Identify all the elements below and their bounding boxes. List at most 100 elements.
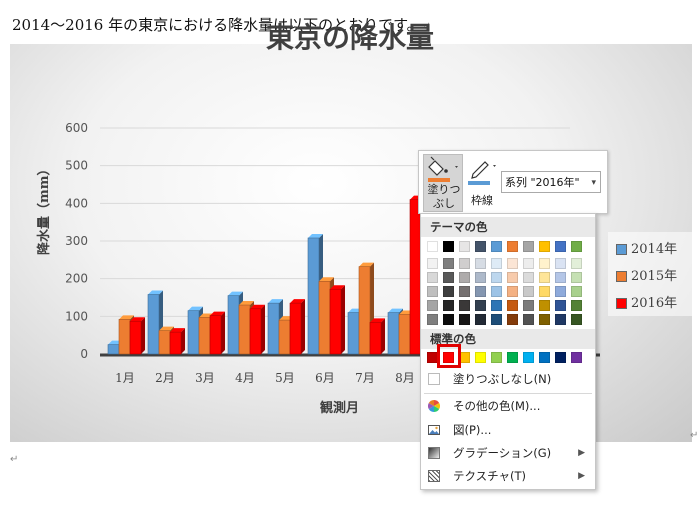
theme-color-swatch[interactable] xyxy=(427,314,438,325)
legend-label-2015: 2015年 xyxy=(631,269,678,284)
theme-color-swatch[interactable] xyxy=(443,300,454,311)
theme-color-swatch[interactable] xyxy=(555,258,566,269)
theme-color-swatch[interactable] xyxy=(475,286,486,297)
theme-color-swatch[interactable] xyxy=(427,241,438,252)
theme-color-swatch[interactable] xyxy=(427,286,438,297)
theme-color-swatch[interactable] xyxy=(443,286,454,297)
more-colors-label: その他の色(M)... xyxy=(453,399,541,413)
theme-color-swatch[interactable] xyxy=(523,300,534,311)
standard-color-swatch[interactable] xyxy=(475,352,486,363)
theme-color-swatch[interactable] xyxy=(459,300,470,311)
standard-color-swatch[interactable] xyxy=(523,352,534,363)
theme-color-swatch[interactable] xyxy=(475,272,486,283)
theme-color-swatch[interactable] xyxy=(507,258,518,269)
theme-color-swatch[interactable] xyxy=(459,286,470,297)
theme-color-swatch[interactable] xyxy=(507,272,518,283)
theme-color-swatch[interactable] xyxy=(539,258,550,269)
bar-2015年-8月 xyxy=(398,314,411,355)
theme-color-swatch[interactable] xyxy=(475,241,486,252)
theme-color-swatch[interactable] xyxy=(539,241,550,252)
theme-color-swatch[interactable] xyxy=(555,241,566,252)
theme-color-swatch[interactable] xyxy=(571,272,582,283)
theme-color-swatch[interactable] xyxy=(443,241,454,252)
theme-color-swatch[interactable] xyxy=(491,286,502,297)
theme-color-swatch[interactable] xyxy=(475,258,486,269)
theme-color-swatch[interactable] xyxy=(459,258,470,269)
standard-color-swatch[interactable] xyxy=(443,352,454,363)
theme-color-swatch[interactable] xyxy=(539,300,550,311)
chart-legend[interactable]: 2014年 2015年 2016年 xyxy=(608,232,692,316)
fill-button[interactable]: 塗りつ ぶし xyxy=(423,154,463,212)
theme-color-swatch[interactable] xyxy=(491,300,502,311)
theme-color-swatch[interactable] xyxy=(459,241,470,252)
bar-2016年-3月-top xyxy=(210,311,225,316)
y-axis-title[interactable]: 降水量（mm） xyxy=(37,162,52,255)
texture-item[interactable]: テクスチャ(T) ▶ xyxy=(421,465,595,487)
theme-color-swatch[interactable] xyxy=(571,258,582,269)
theme-color-swatch[interactable] xyxy=(523,258,534,269)
theme-color-swatch[interactable] xyxy=(507,300,518,311)
theme-color-swatch[interactable] xyxy=(555,300,566,311)
theme-color-swatch[interactable] xyxy=(427,272,438,283)
theme-color-swatch[interactable] xyxy=(475,314,486,325)
theme-color-swatch[interactable] xyxy=(507,241,518,252)
theme-color-swatch[interactable] xyxy=(571,286,582,297)
theme-color-swatch[interactable] xyxy=(539,314,550,325)
theme-color-swatch[interactable] xyxy=(491,272,502,283)
bar-2014年-8月-top xyxy=(388,308,403,313)
theme-color-swatch[interactable] xyxy=(427,300,438,311)
standard-color-swatch[interactable] xyxy=(491,352,502,363)
theme-color-swatch[interactable] xyxy=(571,314,582,325)
bar-2016年-1月-top xyxy=(130,317,145,322)
theme-color-swatch[interactable] xyxy=(571,300,582,311)
theme-color-swatch[interactable] xyxy=(507,286,518,297)
theme-color-swatch[interactable] xyxy=(491,314,502,325)
theme-color-swatch[interactable] xyxy=(523,286,534,297)
series-select[interactable]: 系列 "2016年" ▾ xyxy=(501,171,601,193)
theme-color-swatch[interactable] xyxy=(491,258,502,269)
theme-color-swatch[interactable] xyxy=(507,314,518,325)
theme-color-swatch[interactable] xyxy=(523,272,534,283)
theme-color-swatch[interactable] xyxy=(539,286,550,297)
theme-color-swatch[interactable] xyxy=(443,314,454,325)
no-fill-item[interactable]: 塗りつぶしなし(N) xyxy=(421,368,595,390)
more-colors-item[interactable]: その他の色(M)... xyxy=(421,395,595,417)
theme-color-swatch[interactable] xyxy=(539,272,550,283)
standard-color-swatch[interactable] xyxy=(555,352,566,363)
theme-color-swatch[interactable] xyxy=(555,286,566,297)
x-tick-label: 5月 xyxy=(275,371,295,385)
theme-color-swatch[interactable] xyxy=(555,314,566,325)
theme-color-swatch[interactable] xyxy=(459,314,470,325)
outline-button[interactable]: 枠線 xyxy=(465,154,499,210)
theme-color-swatch[interactable] xyxy=(571,241,582,252)
standard-color-swatch[interactable] xyxy=(507,352,518,363)
theme-color-swatch[interactable] xyxy=(491,241,502,252)
gradient-item[interactable]: グラデーション(G) ▶ xyxy=(421,442,595,464)
legend-item-2014[interactable]: 2014年 xyxy=(616,238,677,257)
theme-color-swatch[interactable] xyxy=(443,258,454,269)
y-tick-label: 600 xyxy=(65,121,88,135)
bar-2014年-8月 xyxy=(387,312,400,355)
standard-color-swatch[interactable] xyxy=(539,352,550,363)
x-tick-label: 4月 xyxy=(235,371,255,385)
theme-color-swatch[interactable] xyxy=(523,314,534,325)
legend-item-2015[interactable]: 2015年 xyxy=(616,265,677,284)
theme-color-swatch[interactable] xyxy=(475,300,486,311)
paint-bucket-icon xyxy=(428,156,458,182)
chart-title[interactable]: 東京の降水量 xyxy=(265,21,434,54)
bar-2016年-7月-top xyxy=(370,318,385,323)
bar-2015年-5月 xyxy=(278,319,291,355)
theme-color-swatch[interactable] xyxy=(443,272,454,283)
standard-color-swatch[interactable] xyxy=(571,352,582,363)
picture-item[interactable]: 図(P)... xyxy=(421,419,595,441)
theme-color-swatch[interactable] xyxy=(555,272,566,283)
legend-swatch-2014 xyxy=(616,244,627,255)
theme-color-swatch[interactable] xyxy=(459,272,470,283)
x-axis-title[interactable]: 観測月 xyxy=(320,401,360,416)
picture-label: 図(P)... xyxy=(453,423,492,437)
y-tick-label: 400 xyxy=(65,196,88,210)
theme-color-swatch[interactable] xyxy=(427,258,438,269)
theme-color-swatch[interactable] xyxy=(523,241,534,252)
legend-item-2016[interactable]: 2016年 xyxy=(616,292,677,311)
